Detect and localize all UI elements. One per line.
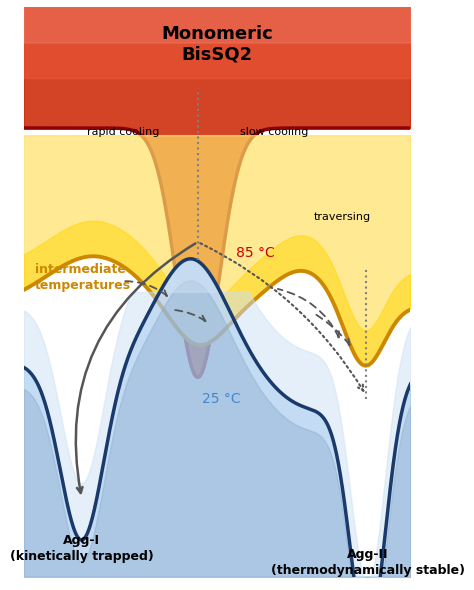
Text: rapid cooling: rapid cooling bbox=[87, 127, 159, 137]
Text: Agg-II
(thermodynamically stable): Agg-II (thermodynamically stable) bbox=[271, 548, 465, 577]
Text: Agg-I
(kinetically trapped): Agg-I (kinetically trapped) bbox=[10, 534, 154, 563]
Text: intermediate
temperatures: intermediate temperatures bbox=[36, 263, 131, 292]
Text: 25 °C: 25 °C bbox=[201, 392, 240, 406]
Text: 85 °C: 85 °C bbox=[237, 245, 275, 260]
Text: Monomeric
BisSQ2: Monomeric BisSQ2 bbox=[161, 25, 273, 64]
Text: slow cooling: slow cooling bbox=[240, 127, 309, 137]
Text: traversing: traversing bbox=[314, 212, 371, 222]
